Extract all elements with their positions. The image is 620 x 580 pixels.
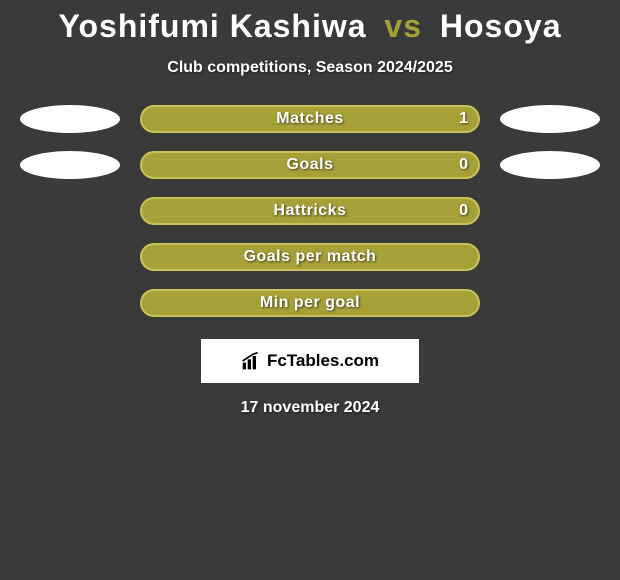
stat-label: Goals per match xyxy=(244,248,377,266)
stat-row: Matches 1 xyxy=(0,105,620,133)
stat-label: Matches xyxy=(276,110,344,128)
stat-label: Hattricks xyxy=(274,202,347,220)
brand-box: FcTables.com xyxy=(201,339,419,383)
stat-value-right: 0 xyxy=(459,156,468,174)
stat-value-right: 0 xyxy=(459,202,468,220)
stat-row: Goals 0 xyxy=(0,151,620,179)
right-spacer xyxy=(500,289,600,317)
stat-label: Goals xyxy=(287,156,334,174)
stat-value-right: 1 xyxy=(459,110,468,128)
stat-rows: Matches 1 Goals 0 Hattricks 0 Goals xyxy=(0,105,620,317)
left-spacer xyxy=(20,243,120,271)
stat-bar: Goals per match xyxy=(140,243,480,271)
player1-name: Yoshifumi Kashiwa xyxy=(59,8,367,44)
left-spacer xyxy=(20,197,120,225)
stat-row: Goals per match xyxy=(0,243,620,271)
stat-row: Hattricks 0 xyxy=(0,197,620,225)
left-ellipse xyxy=(20,151,120,179)
subtitle: Club competitions, Season 2024/2025 xyxy=(0,59,620,77)
left-spacer xyxy=(20,289,120,317)
right-ellipse xyxy=(500,105,600,133)
stat-row: Min per goal xyxy=(0,289,620,317)
stat-bar: Matches 1 xyxy=(140,105,480,133)
left-ellipse xyxy=(20,105,120,133)
page-title: Yoshifumi Kashiwa vs Hosoya xyxy=(0,8,620,45)
stat-bar: Goals 0 xyxy=(140,151,480,179)
date-label: 17 november 2024 xyxy=(0,399,620,417)
stat-bar: Min per goal xyxy=(140,289,480,317)
comparison-widget: Yoshifumi Kashiwa vs Hosoya Club competi… xyxy=(0,0,620,417)
right-spacer xyxy=(500,197,600,225)
brand-label: FcTables.com xyxy=(267,351,379,371)
chart-icon xyxy=(241,351,261,371)
vs-separator: vs xyxy=(384,8,422,44)
stat-bar: Hattricks 0 xyxy=(140,197,480,225)
player2-name: Hosoya xyxy=(440,8,562,44)
right-ellipse xyxy=(500,151,600,179)
right-spacer xyxy=(500,243,600,271)
stat-label: Min per goal xyxy=(260,294,360,312)
